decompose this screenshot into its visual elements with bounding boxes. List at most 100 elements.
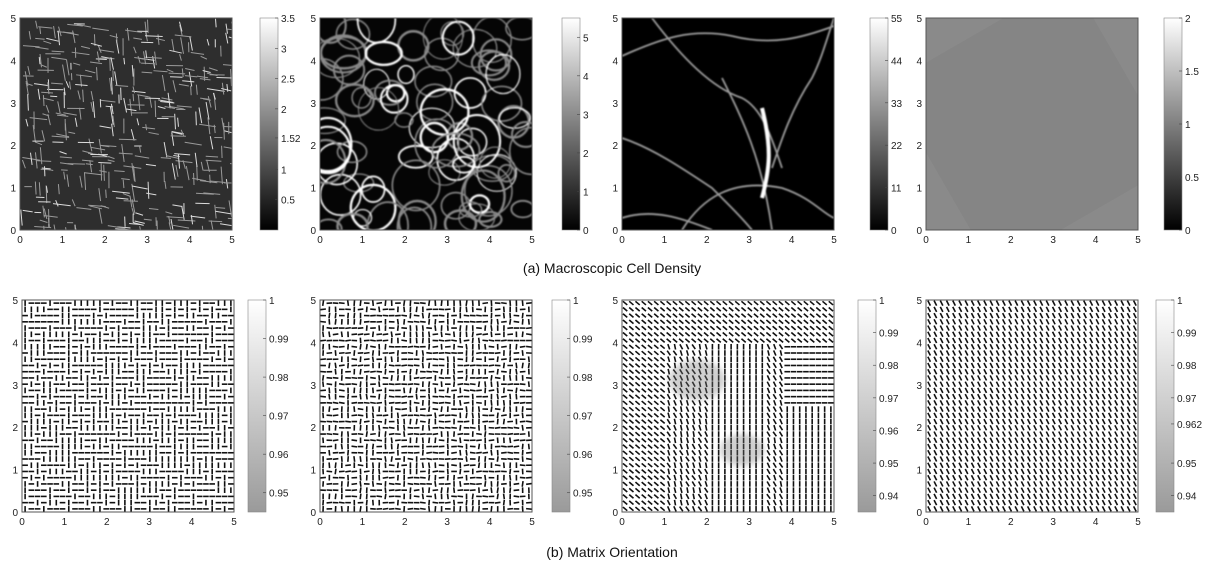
panel-a1-colorbar-label: 3.5 <box>281 14 295 25</box>
panel-b3-ytick: 2 <box>612 423 618 434</box>
panel-a1-xtick: 5 <box>229 235 235 246</box>
panel-a1-ytick: 0 <box>10 226 16 237</box>
panel-a1-colorbar-label: 2 <box>281 105 287 116</box>
panel-b1-colorbar-label: 1 <box>269 296 275 307</box>
panel-a2-colorbar-label: 3 <box>583 110 589 121</box>
panel-b2-colorbar-label: 0.99 <box>573 335 593 346</box>
panel-b4-colorbar-label: 0.99 <box>1177 329 1197 340</box>
panel-b1-ytick: 5 <box>12 296 18 307</box>
panel-a3-colorbar <box>869 17 889 231</box>
caption-b: (b) Matrix Orientation <box>546 544 677 560</box>
panel-b3-colorbar-label: 0.97 <box>879 394 899 405</box>
panel-a3-ytick: 1 <box>612 184 618 195</box>
panel-b1-ytick: 4 <box>12 338 18 349</box>
panel-b1-colorbar <box>247 299 267 513</box>
panel-b3-colorbar-label: 1 <box>879 296 885 307</box>
panel-b1-colorbar-label: 0.98 <box>269 373 289 384</box>
panel-b1-colorbar-label: 0.96 <box>269 450 289 461</box>
caption-a: (a) Macroscopic Cell Density <box>523 260 701 276</box>
panel-a3-ytick: 4 <box>612 56 618 67</box>
panel-b4-xtick: 2 <box>1008 517 1014 528</box>
panel-b4-xtick: 1 <box>966 517 972 528</box>
panel-a3-xtick: 2 <box>704 235 710 246</box>
panel-a3-xtick: 3 <box>746 235 752 246</box>
panel-b1-xtick: 2 <box>104 517 110 528</box>
panel-a3-ytick: 3 <box>612 99 618 110</box>
panel-b4-colorbar-label: 0.94 <box>1177 492 1197 503</box>
panel-b4-colorbar-label: 1 <box>1177 296 1183 307</box>
panel-b1-colorbar-label: 0.97 <box>269 412 289 423</box>
panel-b1-xtick: 0 <box>19 517 25 528</box>
panel-a2-colorbar-label: 0 <box>583 226 589 237</box>
panel-a4-xtick: 5 <box>1135 235 1141 246</box>
panel-a1-ytick: 3 <box>10 99 16 110</box>
panel-b4-xtick: 3 <box>1050 517 1056 528</box>
panel-b4-colorbar-label: 0.97 <box>1177 394 1197 405</box>
panel-b1-ytick: 3 <box>12 381 18 392</box>
panel-b1-ytick: 1 <box>12 466 18 477</box>
panel-b3-ytick: 5 <box>612 296 618 307</box>
panel-b2-xtick: 1 <box>360 517 366 528</box>
panel-b2-xtick: 3 <box>444 517 450 528</box>
panel-b3-ytick: 4 <box>612 338 618 349</box>
panel-b4-ytick: 0 <box>916 508 922 519</box>
panel-a4-colorbar-label: 1.5 <box>1185 67 1199 78</box>
panel-a3-colorbar-label: 11 <box>891 184 902 195</box>
panel-b2-ytick: 2 <box>310 423 316 434</box>
panel-a2-ytick: 1 <box>310 184 316 195</box>
panel-a1-xtick: 2 <box>102 235 108 246</box>
panel-a2-ytick: 2 <box>310 141 316 152</box>
panel-a3-colorbar-label: 22 <box>891 141 903 152</box>
panel-b1-colorbar-label: 0.95 <box>269 489 289 500</box>
panel-a4-xtick: 4 <box>1093 235 1099 246</box>
panel-a3-xtick: 1 <box>662 235 668 246</box>
panel-b2-ytick: 3 <box>310 381 316 392</box>
panel-a4-colorbar-label: 0.5 <box>1185 173 1199 184</box>
panel-b3-colorbar-label: 0.95 <box>879 459 899 470</box>
panel-a2-ytick: 4 <box>310 56 316 67</box>
panel-b2-colorbar-label: 0.96 <box>573 450 593 461</box>
panel-a2-ytick: 3 <box>310 99 316 110</box>
panel-a4-ytick: 3 <box>916 99 922 110</box>
panel-b2-xtick: 5 <box>529 517 535 528</box>
panel-a1-xtick: 1 <box>60 235 66 246</box>
panel-a1-ytick: 1 <box>10 184 16 195</box>
panel-b3-ytick: 3 <box>612 381 618 392</box>
panel-b2-xtick: 2 <box>402 517 408 528</box>
panel-a1-colorbar-label: 3 <box>281 44 287 55</box>
panel-b3-xtick: 4 <box>789 517 795 528</box>
panel-b1-colorbar-label: 0.99 <box>269 335 289 346</box>
panel-a2-xtick: 3 <box>444 235 450 246</box>
panel-b2-xtick: 4 <box>487 517 493 528</box>
panel-b1-xtick: 3 <box>146 517 152 528</box>
panel-b4: 00 1 1 2 2 3 3 4 4 5 5 0.94 0.95 0.962 0.97 0.98 0.99 1 <box>916 296 1202 528</box>
panel-a2-colorbar-label: 5 <box>583 33 589 44</box>
panel-a4-xtick: 1 <box>966 235 972 246</box>
panel-a1-colorbar <box>259 17 279 231</box>
panel-b3-xtick: 5 <box>831 517 837 528</box>
panel-a4-ytick: 4 <box>916 56 922 67</box>
panel-a2-xtick: 0 <box>317 235 323 246</box>
panel-a1-xtick: 3 <box>144 235 150 246</box>
panel-a2-ytick: 5 <box>310 14 316 25</box>
panel-a3-xtick: 0 <box>619 235 625 246</box>
panel-a2-frame <box>319 17 533 231</box>
panel-a1-colorbar-label: 1 <box>281 165 287 176</box>
panel-b2-colorbar-label: 1 <box>573 296 579 307</box>
panel-a4-ytick: 0 <box>916 226 922 237</box>
panel-b3-colorbar-label: 0.98 <box>879 361 899 372</box>
panel-b4-xtick: 5 <box>1135 517 1141 528</box>
panel-b2-ytick: 1 <box>310 466 316 477</box>
panel-a4-frame <box>925 17 1139 231</box>
panel-b3-xtick: 3 <box>746 517 752 528</box>
panel-a3-xtick: 5 <box>831 235 837 246</box>
panel-b3-colorbar-label: 0.99 <box>879 329 899 340</box>
panel-a2-xtick: 1 <box>360 235 366 246</box>
panel-b1-ytick: 0 <box>12 508 18 519</box>
panel-a3-ytick: 5 <box>612 14 618 25</box>
panel-a2-colorbar-label: 1 <box>583 187 589 198</box>
panel-a4-ytick: 1 <box>916 184 922 195</box>
